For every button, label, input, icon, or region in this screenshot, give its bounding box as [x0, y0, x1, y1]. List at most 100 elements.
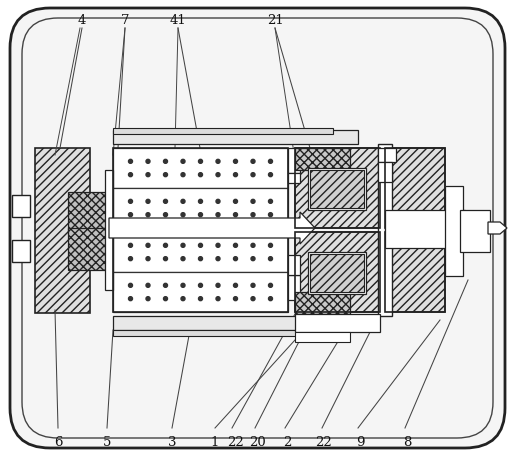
Circle shape: [146, 199, 150, 203]
Text: 22: 22: [315, 435, 331, 449]
Bar: [385, 226, 445, 234]
Bar: [288, 148, 300, 173]
Text: 9: 9: [356, 435, 364, 449]
Circle shape: [181, 159, 185, 163]
Circle shape: [198, 172, 203, 177]
Bar: [113, 148, 288, 228]
Circle shape: [268, 297, 272, 301]
Circle shape: [181, 257, 185, 261]
Bar: [385, 148, 445, 228]
Circle shape: [163, 283, 168, 288]
Circle shape: [163, 257, 168, 261]
Text: 7: 7: [121, 14, 129, 26]
Circle shape: [181, 283, 185, 288]
Circle shape: [128, 212, 133, 217]
Circle shape: [268, 257, 272, 261]
Circle shape: [216, 172, 220, 177]
Circle shape: [128, 297, 133, 301]
Bar: [378, 148, 396, 162]
Circle shape: [233, 257, 238, 261]
Circle shape: [268, 172, 272, 177]
Bar: [288, 255, 300, 275]
Bar: [385, 210, 465, 248]
Bar: [113, 272, 288, 312]
Bar: [310, 170, 364, 208]
Circle shape: [251, 212, 255, 217]
Bar: [460, 210, 490, 252]
Circle shape: [268, 283, 272, 288]
Circle shape: [233, 283, 238, 288]
Circle shape: [216, 243, 220, 248]
Bar: [288, 173, 300, 183]
Text: 2: 2: [283, 435, 291, 449]
Text: 4: 4: [78, 14, 86, 26]
Bar: [378, 144, 392, 316]
Circle shape: [163, 199, 168, 203]
Circle shape: [198, 257, 203, 261]
Circle shape: [128, 199, 133, 203]
Circle shape: [268, 243, 272, 248]
Circle shape: [128, 283, 133, 288]
Circle shape: [146, 283, 150, 288]
Circle shape: [198, 283, 203, 288]
Circle shape: [268, 199, 272, 203]
Circle shape: [198, 159, 203, 163]
Bar: [295, 232, 380, 312]
Text: 8: 8: [403, 435, 411, 449]
Bar: [378, 162, 392, 182]
Circle shape: [251, 297, 255, 301]
Circle shape: [251, 172, 255, 177]
Polygon shape: [488, 222, 507, 234]
Circle shape: [128, 172, 133, 177]
Circle shape: [198, 212, 203, 217]
Circle shape: [146, 159, 150, 163]
Circle shape: [146, 172, 150, 177]
Bar: [385, 232, 445, 312]
Bar: [308, 252, 366, 294]
Circle shape: [233, 297, 238, 301]
Circle shape: [216, 212, 220, 217]
Bar: [288, 275, 300, 300]
Bar: [113, 316, 358, 330]
Circle shape: [163, 172, 168, 177]
FancyBboxPatch shape: [10, 8, 505, 448]
Text: 21: 21: [267, 14, 283, 26]
Circle shape: [233, 243, 238, 248]
Circle shape: [128, 257, 133, 261]
Circle shape: [268, 212, 272, 217]
Circle shape: [163, 297, 168, 301]
Circle shape: [233, 212, 238, 217]
Circle shape: [163, 212, 168, 217]
Bar: [295, 292, 350, 314]
Bar: [113, 232, 288, 312]
Circle shape: [181, 172, 185, 177]
Bar: [445, 186, 463, 276]
Circle shape: [128, 243, 133, 248]
Bar: [295, 314, 380, 332]
Circle shape: [198, 297, 203, 301]
Bar: [308, 168, 366, 210]
Text: 3: 3: [168, 435, 176, 449]
Circle shape: [146, 243, 150, 248]
Circle shape: [216, 159, 220, 163]
Circle shape: [216, 283, 220, 288]
Bar: [295, 148, 350, 170]
Text: 1: 1: [211, 435, 219, 449]
Bar: [113, 128, 333, 134]
Bar: [113, 330, 333, 336]
Bar: [385, 148, 445, 228]
Bar: [68, 192, 106, 234]
Circle shape: [233, 159, 238, 163]
Circle shape: [146, 257, 150, 261]
Text: 22: 22: [227, 435, 243, 449]
Bar: [295, 332, 350, 342]
Circle shape: [198, 199, 203, 203]
Circle shape: [146, 297, 150, 301]
Circle shape: [251, 199, 255, 203]
Polygon shape: [109, 212, 315, 244]
Circle shape: [181, 243, 185, 248]
Circle shape: [233, 199, 238, 203]
Bar: [12, 195, 30, 217]
Circle shape: [181, 297, 185, 301]
Bar: [113, 232, 288, 272]
